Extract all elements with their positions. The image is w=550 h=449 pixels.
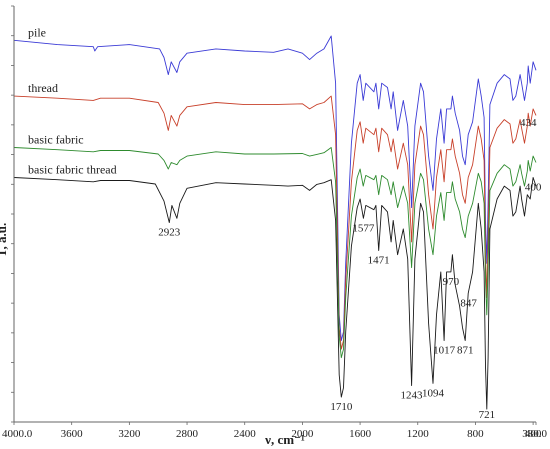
peak-label: 1471: [368, 254, 390, 266]
peak-label: 1710: [330, 401, 353, 413]
peak-label: 1094: [422, 387, 445, 399]
peak-label: 2923: [158, 227, 181, 239]
x-tick-label: 400: [525, 428, 542, 440]
x-tick-label: 3600: [61, 428, 84, 440]
series-line-pile: [13, 35, 537, 341]
peak-label: 847: [460, 297, 477, 309]
peak-label: 1017: [433, 345, 456, 357]
peak-label: 721: [479, 409, 496, 421]
series-line-basic-fabric: [13, 147, 537, 359]
x-axis-label: ν, cm⁻¹: [264, 432, 305, 447]
peak-label: 1243: [401, 390, 424, 402]
peak-annotations: 2923 1577 1471 1710 1243 1094 1017 970 871 847 721…: [158, 117, 542, 421]
x-tick-label: 2800: [176, 428, 199, 440]
peak-label: 970: [443, 276, 460, 288]
series-label: pile: [28, 25, 46, 39]
x-tick-label: 1200: [407, 428, 430, 440]
y-axis-label: T, a.u.: [0, 223, 9, 257]
x-tick-label: 380.0: [522, 428, 547, 440]
series-label: basic fabric thread: [28, 163, 117, 177]
peak-label: 400: [525, 182, 542, 194]
x-tick-label: 800: [467, 428, 484, 440]
x-tick-label: 3200: [118, 428, 141, 440]
x-tick-label: 2400: [234, 428, 257, 440]
series-line-basic-fabric-thread: [13, 177, 537, 410]
x-tick-label: 2000: [291, 428, 314, 440]
peak-label: 434: [520, 117, 537, 129]
x-tick-label: 4000.0: [2, 428, 33, 440]
peak-label: 871: [457, 345, 474, 357]
series-line-thread: [13, 95, 537, 350]
peak-label: 1577: [352, 222, 375, 234]
series-labels: pile thread basic fabric basic fabric threa…: [28, 25, 117, 176]
y-axis: [11, 5, 15, 423]
x-tick-label: 1600: [349, 428, 372, 440]
series-label: basic fabric: [28, 133, 84, 147]
spectra-lines: [13, 35, 537, 410]
x-tick-labels: 4000.0 3600 3200 2800 2400 2000 1600 1200 800 400…: [2, 422, 548, 440]
series-label: thread: [28, 81, 58, 95]
